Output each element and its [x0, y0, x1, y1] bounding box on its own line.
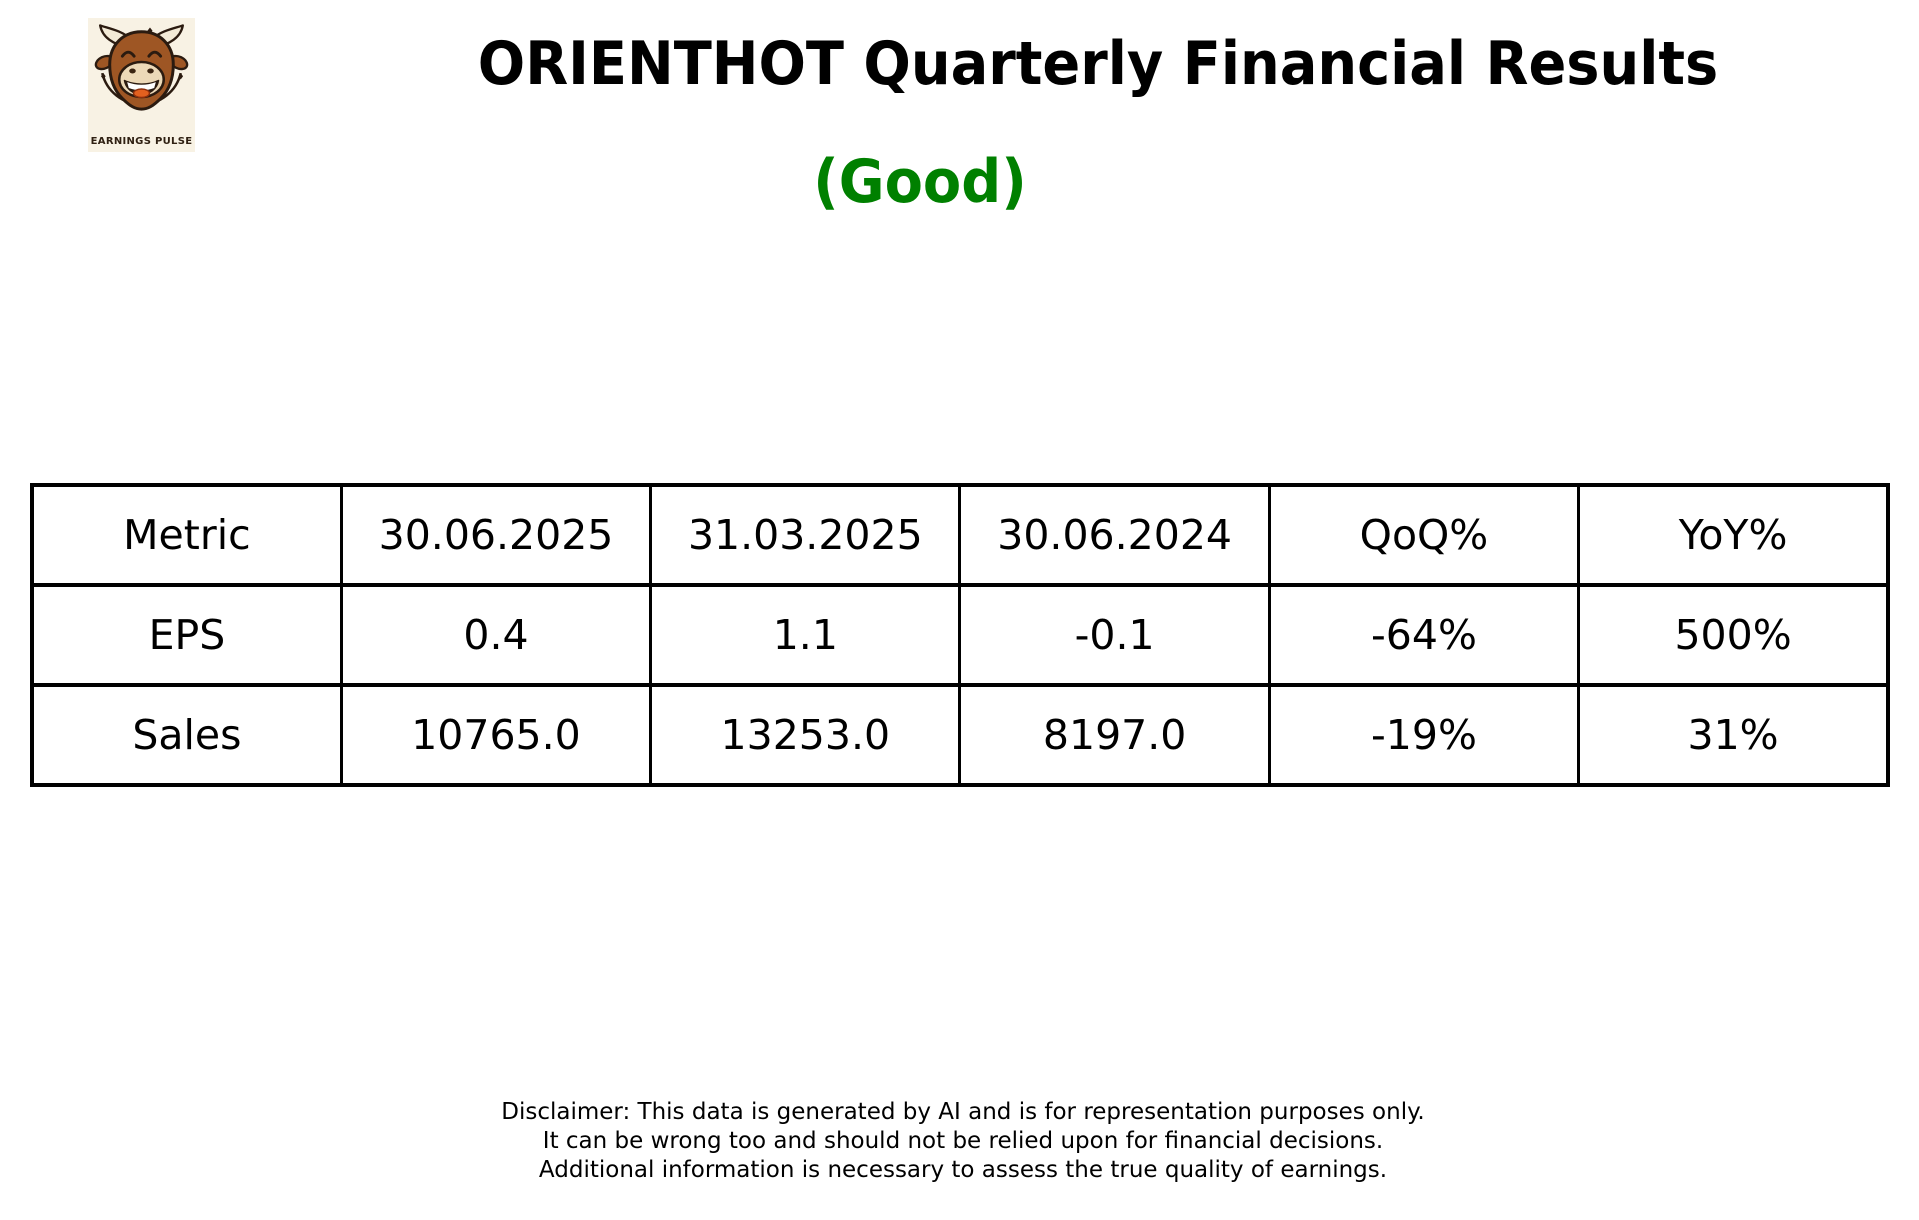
- col-header-q-current: 30.06.2025: [339, 483, 653, 587]
- eps-metric-cell: EPS: [30, 583, 343, 687]
- col-header-qoq: QoQ%: [1267, 483, 1581, 587]
- col-header-yoy: YoY%: [1577, 483, 1890, 587]
- page-title: ORIENTHOT Quarterly Financial Results: [477, 29, 1719, 99]
- sales-current-cell: 10765.0: [339, 683, 653, 787]
- earnings-pulse-logo: EARNINGS PULSE: [88, 18, 195, 152]
- col-header-q-prev: 31.03.2025: [649, 483, 962, 587]
- eps-current-cell: 0.4: [339, 583, 653, 687]
- eps-qoq-cell: -64%: [1267, 583, 1581, 687]
- disclaimer: Disclaimer: This data is generated by AI…: [501, 1098, 1424, 1185]
- eps-yearago-cell: -0.1: [958, 583, 1271, 687]
- col-header-q-yearago: 30.06.2024: [958, 483, 1271, 587]
- logo-caption: EARNINGS PULSE: [90, 136, 193, 147]
- disclaimer-line-2: It can be wrong too and should not be re…: [542, 1128, 1384, 1154]
- sales-metric-cell: Sales: [30, 683, 343, 787]
- sales-prev-cell: 13253.0: [649, 683, 962, 787]
- sales-yoy-cell: 31%: [1577, 683, 1890, 787]
- bull-icon: [94, 24, 189, 111]
- disclaimer-line-1: Disclaimer: This data is generated by AI…: [501, 1099, 1425, 1125]
- col-header-metric: Metric: [30, 483, 343, 587]
- table-header-row: Metric 30.06.2025 31.03.2025 30.06.2024 …: [30, 483, 1890, 587]
- disclaimer-line-3: Additional information is necessary to a…: [538, 1157, 1388, 1183]
- financial-results-table: Metric 30.06.2025 31.03.2025 30.06.2024 …: [30, 483, 1890, 787]
- eps-prev-cell: 1.1: [649, 583, 962, 687]
- sales-qoq-cell: -19%: [1267, 683, 1581, 787]
- table-row-eps: EPS 0.4 1.1 -0.1 -64% 500%: [30, 583, 1890, 687]
- verdict-label: (Good): [813, 147, 1027, 217]
- sales-yearago-cell: 8197.0: [958, 683, 1271, 787]
- table-row-sales: Sales 10765.0 13253.0 8197.0 -19% 31%: [30, 683, 1890, 787]
- eps-yoy-cell: 500%: [1577, 583, 1890, 687]
